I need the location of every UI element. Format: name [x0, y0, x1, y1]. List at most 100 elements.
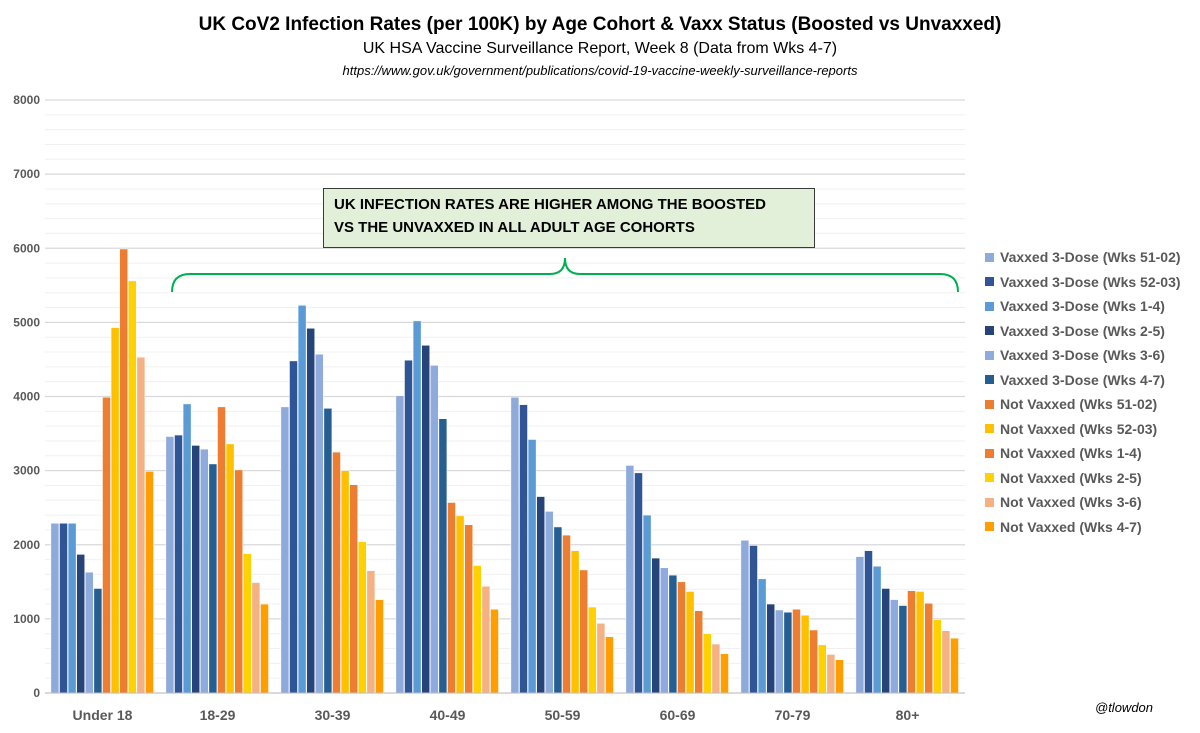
bar [145, 471, 154, 694]
y-tick-label: 0 [33, 686, 40, 700]
x-tick-label: Under 18 [73, 707, 133, 723]
bar [720, 653, 729, 694]
bar [358, 541, 367, 694]
bar [260, 603, 269, 694]
legend-swatch [985, 375, 994, 385]
legend-label: Vaxxed 3-Dose (Wks 51-02) [1000, 249, 1181, 266]
bracket [171, 257, 959, 293]
legend-item: Vaxxed 3-Dose (Wks 3-6) [985, 343, 1181, 368]
bar [421, 345, 430, 694]
bar [898, 605, 908, 694]
bar [412, 320, 422, 694]
credit: @tlowdon [1095, 700, 1154, 715]
bar [182, 403, 192, 694]
bar [208, 463, 218, 694]
bar [749, 545, 758, 694]
y-tick-label: 3000 [13, 464, 40, 478]
bar [438, 418, 448, 694]
bar [315, 353, 324, 694]
bar [280, 406, 290, 694]
bar [642, 514, 652, 694]
bar [332, 451, 341, 694]
bar [510, 396, 520, 694]
bar [783, 611, 793, 694]
legend-swatch [985, 350, 994, 360]
bar [596, 623, 606, 694]
bar [289, 360, 298, 694]
bar [864, 550, 873, 694]
bar [225, 443, 235, 694]
bar [404, 359, 413, 694]
bar [464, 524, 473, 694]
bar [605, 636, 614, 694]
bar [775, 609, 784, 694]
bar [907, 590, 916, 694]
bar [651, 557, 660, 694]
bar [297, 305, 307, 694]
bar [174, 434, 183, 694]
bar [890, 599, 899, 694]
bar [340, 470, 350, 694]
legend-label: Not Vaxxed (Wks 3-6) [1000, 494, 1142, 511]
legend-label: Vaxxed 3-Dose (Wks 1-4) [1000, 298, 1165, 315]
bar [694, 610, 703, 694]
legend-swatch [985, 473, 994, 483]
bar [50, 523, 60, 694]
y-tick-label: 4000 [13, 390, 40, 404]
legend: Vaxxed 3-Dose (Wks 51-02) Vaxxed 3-Dose (… [985, 245, 1181, 539]
chart-source: https://www.gov.uk/government/publicatio… [342, 63, 858, 78]
bar [395, 395, 405, 694]
bar [323, 408, 333, 694]
bar [306, 328, 315, 694]
bar [703, 633, 712, 694]
legend-item: Not Vaxxed (Wks 51-02) [985, 392, 1181, 417]
bar [191, 445, 200, 694]
bar [536, 496, 545, 694]
x-tick-label: 30-39 [315, 707, 351, 723]
y-tick-label: 1000 [13, 612, 40, 626]
legend-item: Not Vaxxed (Wks 3-6) [985, 490, 1181, 515]
bar [59, 523, 68, 694]
bar [349, 484, 358, 694]
legend-item: Not Vaxxed (Wks 2-5) [985, 466, 1181, 491]
legend-label: Not Vaxxed (Wks 52-03) [1000, 420, 1158, 437]
bar [85, 571, 94, 694]
x-tick-label: 80+ [896, 707, 920, 723]
bar [430, 365, 439, 694]
legend-item: Not Vaxxed (Wks 4-7) [985, 515, 1181, 540]
bar [740, 540, 750, 694]
bar [527, 439, 537, 694]
legend-label: Vaxxed 3-Dose (Wks 3-6) [1000, 347, 1165, 364]
legend-label: Not Vaxxed (Wks 2-5) [1000, 469, 1142, 486]
bar [835, 659, 844, 694]
legend-swatch [985, 326, 994, 336]
bar [110, 327, 120, 694]
legend-label: Not Vaxxed (Wks 4-7) [1000, 518, 1142, 535]
bar [243, 553, 252, 694]
legend-item: Vaxxed 3-Dose (Wks 51-02) [985, 245, 1181, 270]
bar [660, 567, 669, 694]
bar [668, 574, 678, 694]
bar [67, 523, 77, 694]
x-tick-label: 70-79 [775, 707, 811, 723]
x-tick-label: 60-69 [660, 707, 696, 723]
bar [93, 588, 103, 694]
bar [473, 565, 482, 694]
bar [941, 630, 951, 694]
bar [826, 654, 836, 694]
bar [634, 472, 643, 694]
y-tick-label: 5000 [13, 315, 40, 329]
y-tick-label: 6000 [13, 241, 40, 255]
legend-item: Not Vaxxed (Wks 1-4) [985, 441, 1181, 466]
y-tick-label: 8000 [13, 93, 40, 107]
legend-swatch [985, 448, 994, 458]
bar [553, 526, 563, 694]
bar [757, 578, 767, 694]
bar [447, 502, 456, 694]
bar [481, 586, 491, 694]
legend-label: Vaxxed 3-Dose (Wks 52-03) [1000, 273, 1181, 290]
legend-item: Vaxxed 3-Dose (Wks 4-7) [985, 368, 1181, 393]
legend-item: Vaxxed 3-Dose (Wks 2-5) [985, 319, 1181, 344]
legend-item: Vaxxed 3-Dose (Wks 52-03) [985, 270, 1181, 295]
bar [933, 619, 942, 694]
